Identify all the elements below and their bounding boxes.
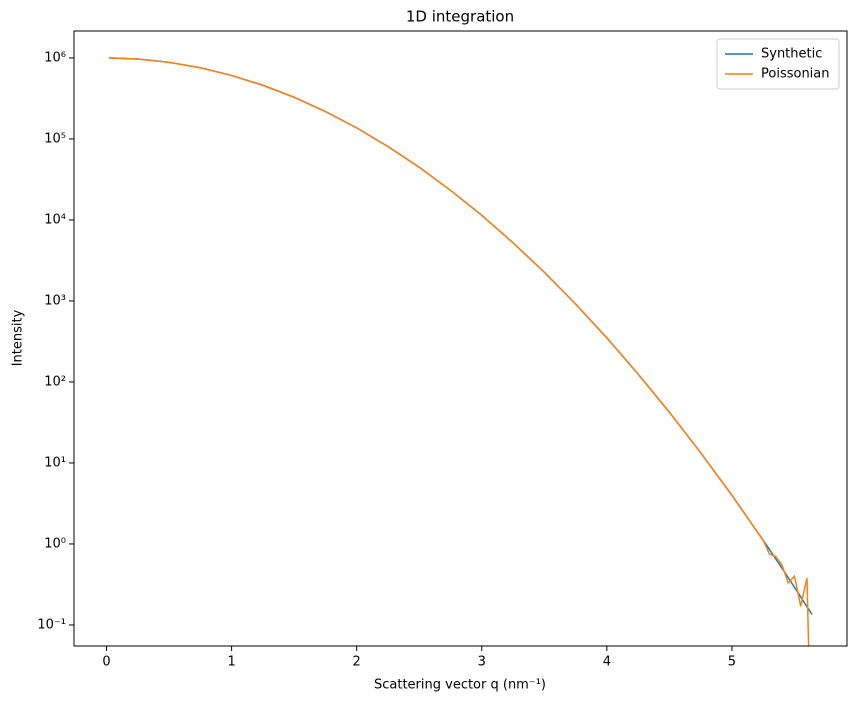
y-tick-label: 10⁻¹ — [37, 617, 66, 632]
y-tick-label: 10¹ — [44, 455, 66, 470]
plot-frame — [73, 30, 848, 647]
x-tick-label: 2 — [353, 655, 361, 670]
y-tick-label: 10⁰ — [44, 536, 66, 551]
x-tick-label: 3 — [478, 655, 486, 670]
x-tick-label: 1 — [227, 655, 235, 670]
y-tick-label: 10² — [44, 374, 66, 389]
legend-box — [716, 38, 840, 90]
y-tick-label: 10³ — [44, 293, 66, 308]
chart-title: 1D integration — [406, 8, 514, 26]
y-tick-label: 10⁴ — [44, 212, 66, 227]
x-tick-label: 5 — [728, 655, 736, 670]
series-line — [108, 57, 810, 646]
y-tick-label: 10⁶ — [44, 50, 66, 65]
series-line — [108, 57, 813, 615]
legend-label: Poissonian — [761, 67, 830, 82]
x-tick-label: 4 — [603, 655, 611, 670]
legend-label: Synthetic — [761, 47, 822, 62]
x-axis-label: Scattering vector q (nm⁻¹) — [374, 678, 546, 693]
y-tick-label: 10⁵ — [44, 131, 66, 146]
x-tick-label: 0 — [102, 655, 110, 670]
y-axis-label: Intensity — [11, 309, 26, 366]
